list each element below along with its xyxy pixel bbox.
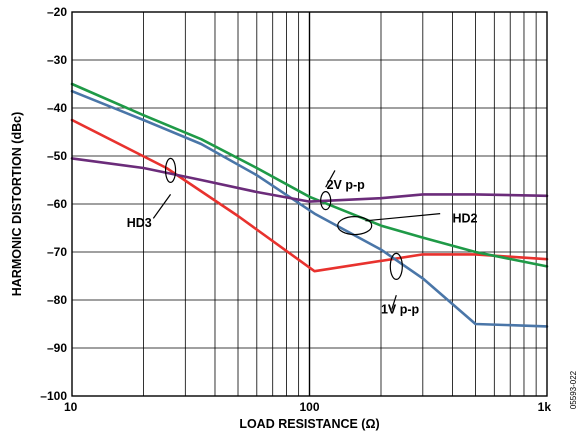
series-line — [70, 82, 549, 268]
callout-leader — [391, 295, 397, 310]
y-axis-label: HARMONIC DISTORTION (dBc) — [10, 112, 24, 297]
x-tick-labels: 10 100 1k — [64, 400, 551, 414]
y-tick-label: –30 — [47, 53, 67, 67]
callout-ellipse — [389, 252, 403, 280]
x-axis-label: LOAD RESISTANCE (Ω) — [239, 417, 379, 431]
x-tick-label: 100 — [299, 400, 319, 414]
x-tick-label: 1k — [538, 400, 552, 414]
callout-leader — [325, 170, 336, 188]
y-tick-label: –60 — [47, 197, 67, 211]
y-tick-label: –40 — [47, 101, 67, 115]
annotation-label: HD3 — [127, 216, 152, 230]
y-tick-label: –50 — [47, 149, 67, 163]
y-tick-labels: –100 –90 –80 –70 –60 –50 –40 –30 –20 — [40, 5, 67, 403]
series-line — [70, 118, 549, 273]
callout-leader — [152, 194, 172, 219]
grid — [71, 11, 548, 397]
callout-ellipse — [320, 191, 332, 211]
y-tick-label: –90 — [47, 341, 67, 355]
annotation-label: 2V p-p — [327, 178, 366, 192]
callout-shapes — [152, 157, 441, 310]
callout-ellipse — [164, 157, 177, 183]
y-tick-label: –20 — [47, 5, 67, 19]
annotation-label: 1V p-p — [381, 303, 420, 317]
y-tick-label: –80 — [47, 293, 67, 307]
x-tick-label: 10 — [64, 400, 78, 414]
annotation-label: HD2 — [452, 211, 477, 225]
series-lines — [70, 82, 549, 328]
plot-frame — [71, 11, 548, 397]
callout-ellipse — [337, 216, 373, 236]
y-tick-label: –100 — [40, 389, 67, 403]
callout-leader — [365, 213, 441, 222]
y-tick-label: –70 — [47, 245, 67, 259]
series-line — [70, 89, 549, 328]
figure-id: 05593-022 — [569, 370, 578, 409]
annotations: 2V p-p HD2 HD3 1V p-p — [127, 178, 478, 317]
series-line — [70, 157, 549, 203]
